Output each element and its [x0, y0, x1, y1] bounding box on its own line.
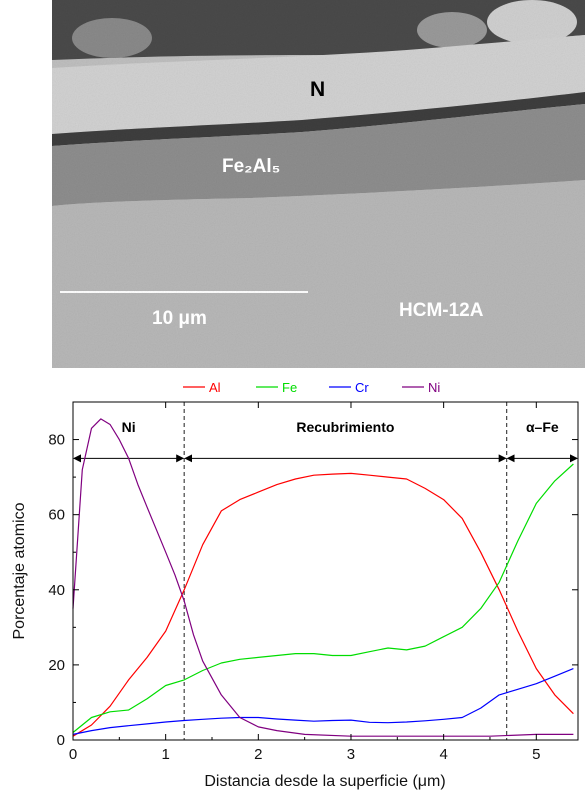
x-tick-label: 5	[532, 746, 540, 763]
top-particle	[487, 0, 577, 44]
y-tick-label: 80	[48, 432, 65, 449]
legend-label-cr: Cr	[355, 380, 369, 395]
y-tick-label: 0	[57, 732, 65, 749]
y-tick-label: 20	[48, 657, 65, 674]
series-line-cr	[72, 668, 574, 735]
legend-label-ni: Ni	[428, 380, 440, 395]
fe2al5-layer	[52, 104, 585, 206]
legend: Al Fe Cr Ni	[183, 380, 440, 395]
layer-n-label: N	[310, 78, 325, 101]
top-particle	[72, 18, 152, 58]
region-label: Recubrimiento	[296, 419, 394, 435]
y-axis: 0 20 40 60 80	[48, 432, 578, 749]
top-particle	[417, 12, 487, 48]
legend-label-al: Al	[209, 380, 221, 395]
sem-micrograph: N Fe₂Al₅ 10 μm HCM-12A	[52, 0, 585, 368]
ni-layer	[52, 35, 585, 134]
x-axis-title: Distancia desde la superficie (μm)	[204, 773, 445, 790]
line-chart: Al Fe Cr Ni Ni Recubrimiento α–Fe 0 1 2 3 4 5 0 20 4…	[11, 380, 579, 790]
legend-label-fe: Fe	[282, 380, 297, 395]
x-tick-label: 4	[439, 746, 447, 763]
x-axis: 0 1 2 3 4 5	[69, 402, 540, 763]
plot-content: Ni Recubrimiento α–Fe	[72, 402, 578, 740]
interface-dark-line	[52, 92, 585, 146]
y-axis-title: Porcentaje atomico	[11, 502, 28, 639]
layer-fe2al5-label: Fe₂Al₅	[222, 156, 280, 177]
substrate-label: HCM-12A	[399, 300, 484, 321]
substrate-region	[52, 180, 585, 368]
region-label: Ni	[122, 419, 136, 435]
plot-frame	[72, 401, 579, 741]
x-tick-label: 0	[69, 746, 77, 763]
series-line-ni	[72, 418, 574, 737]
scale-bar-label: 10 μm	[152, 308, 207, 329]
y-tick-label: 40	[48, 582, 65, 599]
y-tick-label: 60	[48, 507, 65, 524]
x-tick-label: 2	[254, 746, 262, 763]
series-line-al	[72, 472, 574, 737]
series-line-fe	[72, 463, 574, 733]
region-label: α–Fe	[526, 419, 559, 435]
x-tick-label: 3	[347, 746, 355, 763]
x-tick-label: 1	[161, 746, 169, 763]
